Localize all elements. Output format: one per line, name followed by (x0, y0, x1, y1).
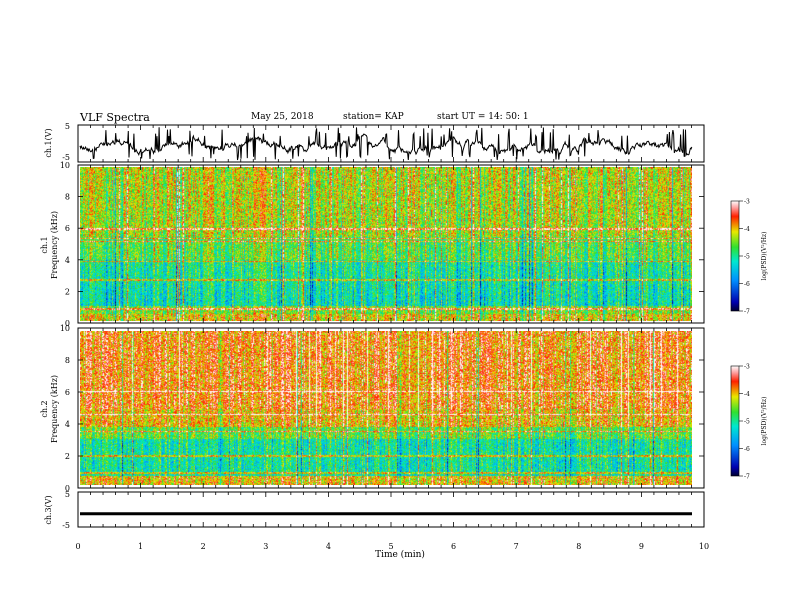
colorbar-tick-label: -7 (744, 474, 750, 481)
frequency-tick-label: 8 (65, 356, 70, 365)
ch1-spectrogram-frame (77, 164, 705, 324)
frequency-tick-label: 10 (60, 324, 70, 333)
ch2-spectrogram-frame (77, 327, 705, 489)
time-tick-label: 8 (576, 542, 581, 551)
frequency-tick-label: 4 (65, 256, 70, 265)
ch1-colorbar: -3 -4 -5 -6 -7 log(PSD)(V²/Hz) (730, 199, 768, 316)
frequency-tick-label: 2 (65, 287, 70, 296)
ch1-waveform-panel: 5 -5 ch.1(V) (44, 122, 705, 163)
ch3-ytick-bottom: -5 (62, 521, 70, 530)
chart-title: VLF Spectra (80, 111, 150, 124)
ch1-spectrogram-panel: 0 2 4 6 8 10 ch.1 Frequency (kHz) (40, 161, 705, 328)
ch1-waveform-ticks (77, 125, 705, 162)
ch1-colorbar-gradient (730, 200, 740, 312)
ch1-ytick-bottom: -5 (62, 153, 70, 162)
time-tick-label: 7 (514, 542, 519, 551)
colorbar-tick-label: -3 (744, 199, 750, 206)
ch2-colorbar-label: log(PSD)(V²/Hz) (761, 397, 768, 446)
ch1-frequency-ylabel: Frequency (kHz) (50, 211, 59, 279)
ch3-ytick-top: 5 (65, 490, 70, 499)
ch1-colorbar-ticks: -3 -4 -5 -6 -7 (739, 199, 750, 316)
ch3-waveform-panel: 5 -5 ch.3(V) 0 1 2 3 4 5 6 7 8 9 10 Time (min) (44, 490, 709, 560)
frequency-tick-label: 4 (65, 420, 70, 429)
ch3-waveform-ylabel: ch.3(V) (44, 495, 53, 524)
frequency-tick-label: 0 (65, 319, 70, 328)
colorbar-tick-label: -4 (744, 226, 750, 233)
time-tick-label: 5 (388, 542, 393, 551)
station-label: station= KAP (343, 112, 404, 122)
ch1-frequency-ticklabels: 0 2 4 6 8 10 (60, 161, 70, 328)
ch1-colorbar-label: log(PSD)(V²/Hz) (761, 232, 768, 281)
time-tick-label: 1 (138, 542, 143, 551)
frequency-tick-label: 6 (65, 224, 70, 233)
ch2-colorbar-ticks: -3 -4 -5 -6 -7 (739, 364, 750, 481)
ch3-waveform-frame (77, 491, 705, 528)
time-tick-label: 2 (201, 542, 206, 551)
time-tick-label: 3 (263, 542, 268, 551)
ch3-waveform-ticks (77, 492, 705, 527)
frequency-tick-label: 6 (65, 388, 70, 397)
colorbar-tick-label: -5 (744, 254, 750, 261)
time-tick-label: 9 (639, 542, 644, 551)
time-tick-label: 4 (326, 542, 331, 551)
colorbar-tick-label: -5 (744, 419, 750, 426)
ch2-frequency-ylabel: Frequency (kHz) (50, 375, 59, 443)
ch2-spectrogram-ticks (77, 327, 705, 489)
ch2-frequency-ticklabels: 0 2 4 6 8 10 (60, 324, 70, 493)
ch2-colorbar: -3 -4 -5 -6 -7 log(PSD)(V²/Hz) (730, 364, 768, 481)
time-axis-ticklabels: 0 1 2 3 4 5 6 7 8 9 10 (75, 542, 709, 551)
time-tick-label: 10 (699, 542, 709, 551)
colorbar-tick-label: -4 (744, 391, 750, 398)
colorbar-tick-label: -3 (744, 364, 750, 371)
frequency-tick-label: 8 (65, 193, 70, 202)
ch2-channel-label: ch.2 (40, 400, 49, 417)
ch1-waveform-ylabel: ch.1(V) (44, 128, 53, 157)
time-axis-label: Time (min) (375, 549, 425, 560)
start-time-label: start UT = 14: 50: 1 (437, 112, 529, 122)
date-label: May 25, 2018 (251, 112, 314, 122)
ch1-spectrogram-ticks (77, 164, 705, 324)
time-tick-label: 6 (451, 542, 456, 551)
ch1-channel-label: ch.1 (40, 236, 49, 253)
ch2-colorbar-gradient (730, 365, 740, 477)
colorbar-tick-label: -6 (744, 446, 750, 453)
ch2-spectrogram-panel: 0 2 4 6 8 10 ch.2 Frequency (kHz) (40, 324, 705, 493)
ch2-spectrogram-image (80, 331, 692, 485)
colorbar-tick-label: -7 (744, 309, 750, 316)
frequency-tick-label: 10 (60, 161, 70, 170)
ch1-ytick-top: 5 (65, 122, 70, 131)
ch1-waveform-line (79, 127, 693, 161)
ch1-spectrogram-image (80, 167, 692, 321)
frequency-tick-label: 2 (65, 452, 70, 461)
time-tick-label: 0 (75, 542, 80, 551)
frequency-tick-label: 0 (65, 484, 70, 493)
colorbar-tick-label: -6 (744, 281, 750, 288)
